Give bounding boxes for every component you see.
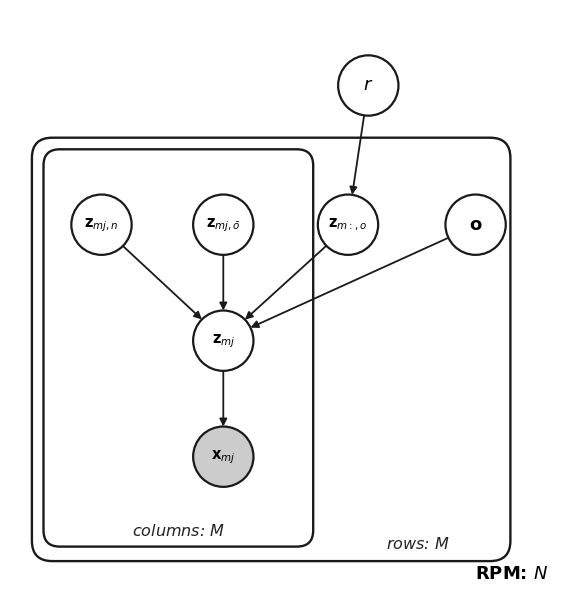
Text: columns: $M$: columns: $M$	[132, 523, 225, 539]
Circle shape	[193, 310, 253, 371]
Text: $\mathbf{x}_{mj}$: $\mathbf{x}_{mj}$	[211, 448, 235, 465]
Text: $\mathbf{z}_{mj,n}$: $\mathbf{z}_{mj,n}$	[84, 216, 119, 233]
Text: $r$: $r$	[363, 76, 374, 95]
Circle shape	[445, 195, 506, 255]
Text: $\mathbf{z}_{mj}$: $\mathbf{z}_{mj}$	[212, 332, 235, 350]
Circle shape	[193, 427, 253, 487]
Circle shape	[71, 195, 132, 255]
Text: $\mathbf{z}_{mj,\bar{o}}$: $\mathbf{z}_{mj,\bar{o}}$	[206, 216, 241, 233]
Circle shape	[318, 195, 378, 255]
Text: rows: $M$: rows: $M$	[386, 536, 450, 553]
Text: RPM: $N$: RPM: $N$	[474, 565, 548, 582]
Text: $\mathbf{z}_{m:,o}$: $\mathbf{z}_{m:,o}$	[328, 216, 368, 233]
Text: $\mathbf{o}$: $\mathbf{o}$	[469, 216, 483, 234]
Circle shape	[193, 195, 253, 255]
Circle shape	[338, 55, 398, 116]
